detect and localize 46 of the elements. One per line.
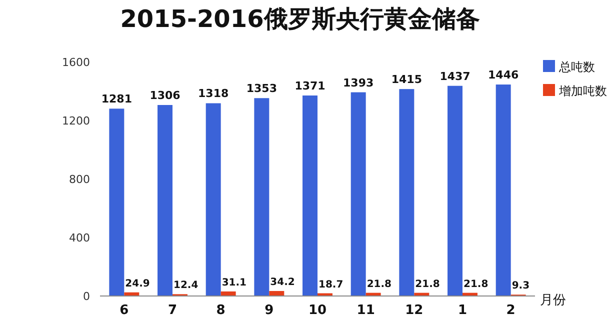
x-tick-label: 6 xyxy=(120,303,129,318)
data-label: 34.2 xyxy=(270,277,295,288)
data-label: 18.7 xyxy=(318,279,344,290)
data-label: 21.8 xyxy=(464,278,488,290)
x-tick-label: 9 xyxy=(264,303,274,318)
x-tick-label: 11 xyxy=(356,303,375,318)
data-label: 1415 xyxy=(391,73,422,86)
bar xyxy=(496,84,511,296)
x-axis-title: 月份 xyxy=(540,293,566,308)
bar xyxy=(158,104,172,296)
data-label: 1393 xyxy=(343,76,374,90)
legend-label: 总吨数 xyxy=(558,60,595,74)
x-tick-label: 2 xyxy=(506,303,516,318)
legend-label: 增加吨数 xyxy=(558,84,607,98)
y-tick-label: 800 xyxy=(69,173,90,186)
data-label: 1437 xyxy=(440,70,470,83)
bar xyxy=(302,95,318,296)
x-tick-label: 10 xyxy=(308,303,327,318)
data-label: 1306 xyxy=(150,88,181,102)
x-tick-label: 12 xyxy=(405,303,424,318)
data-label: 1318 xyxy=(198,87,229,100)
bar xyxy=(269,291,284,296)
data-label: 12.4 xyxy=(174,280,198,292)
data-label: 21.8 xyxy=(366,278,392,290)
data-label: 1353 xyxy=(246,82,277,96)
bar xyxy=(448,86,462,296)
chart-title: 2015-2016俄罗斯央行黄金储备 xyxy=(120,5,480,33)
y-tick-label: 1600 xyxy=(62,56,90,69)
x-tick-label: 1 xyxy=(458,303,468,318)
y-tick-label: 400 xyxy=(69,232,90,244)
data-label: 1371 xyxy=(294,79,326,92)
data-label: 1281 xyxy=(101,92,132,106)
data-label: 9.3 xyxy=(512,280,530,292)
bar xyxy=(399,89,414,296)
x-tick-label: 7 xyxy=(168,303,178,318)
data-label: 31.1 xyxy=(222,277,247,288)
y-tick-label: 0 xyxy=(83,290,90,303)
x-tick-label: 8 xyxy=(216,303,226,318)
y-tick-label: 1200 xyxy=(62,114,90,128)
data-label: 1446 xyxy=(488,68,519,82)
bar xyxy=(254,98,270,296)
data-label: 21.8 xyxy=(415,278,440,290)
bar xyxy=(206,103,221,296)
data-label: 24.9 xyxy=(125,278,150,290)
bar xyxy=(109,108,124,296)
bar xyxy=(350,92,366,296)
